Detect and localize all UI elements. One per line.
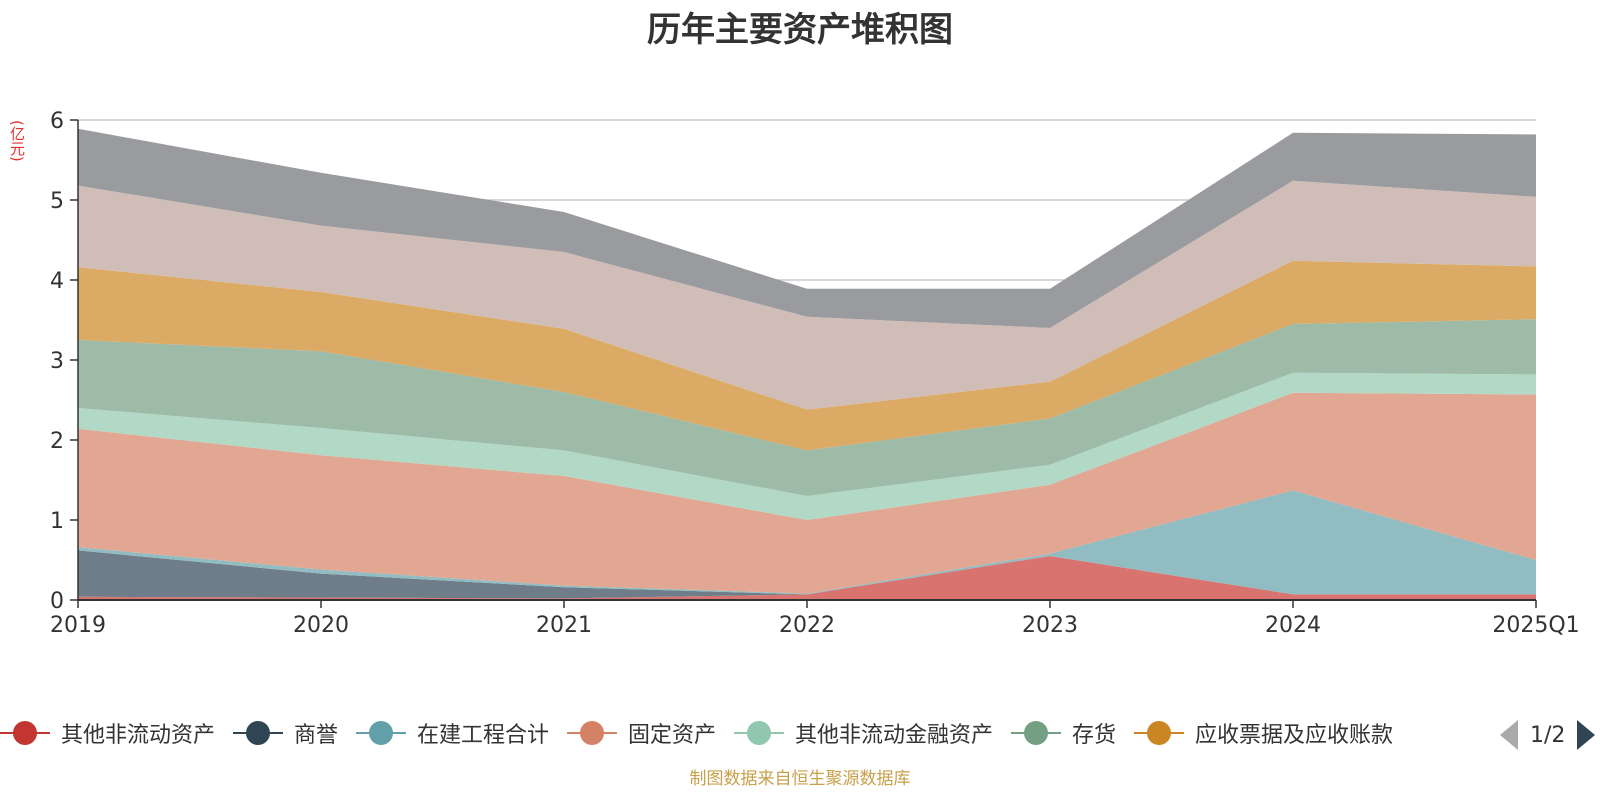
pager-prev-icon[interactable] <box>1500 720 1518 750</box>
axes: 0 1 2 3 4 5 6 2019 2020 2021 2022 2023 2024 2025Q1 <box>50 109 1580 638</box>
area-8 <box>78 180 1536 410</box>
x-tick-label: 2019 <box>50 613 106 638</box>
legend-item[interactable]: 其他非流动资产 <box>0 716 215 750</box>
legend: 其他非流动资产 商誉 在建工程合计 固定资产 其他非流动金融资产 存货 应收票据及应收账款 <box>0 716 1600 750</box>
legend-label: 商誉 <box>294 723 339 748</box>
legend-marker-icon <box>734 716 784 750</box>
legend-marker-icon <box>567 716 617 750</box>
area-2 <box>78 550 1536 599</box>
x-tick-label: 2024 <box>1265 613 1321 638</box>
legend-item[interactable]: 应收票据及应收账款 <box>1134 716 1393 750</box>
y-tick-label: 0 <box>50 589 64 614</box>
y-tick-label: 5 <box>50 189 64 214</box>
y-tick-label: 2 <box>50 429 64 454</box>
y-axis-unit-label: (亿元) <box>8 120 26 162</box>
legend-marker-icon <box>233 716 283 750</box>
legend-label: 固定资产 <box>628 723 717 748</box>
legend-label: 其他非流动资产 <box>61 723 216 748</box>
area-4 <box>78 392 1536 594</box>
area-series <box>78 128 1536 600</box>
legend-pager: 1/2 <box>1500 718 1596 752</box>
x-tick-label: 2025Q1 <box>1492 613 1579 638</box>
legend-marker-icon <box>356 716 406 750</box>
area-1 <box>78 556 1536 600</box>
legend-marker-icon <box>0 716 50 750</box>
x-tick-label: 2020 <box>293 613 349 638</box>
y-tick-label: 6 <box>50 109 64 134</box>
legend-item[interactable]: 商誉 <box>233 716 338 750</box>
legend-label: 其他非流动金融资产 <box>795 723 994 748</box>
legend-item[interactable]: 在建工程合计 <box>356 716 549 750</box>
chart-title: 历年主要资产堆积图 <box>647 10 953 50</box>
legend-label: 存货 <box>1072 723 1117 748</box>
y-tick-label: 1 <box>50 509 64 534</box>
legend-item[interactable]: 存货 <box>1011 716 1116 750</box>
area-7 <box>78 260 1536 451</box>
y-tick-label: 4 <box>50 269 64 294</box>
area-9 <box>78 128 1536 328</box>
legend-item[interactable]: 固定资产 <box>567 716 716 750</box>
x-tick-label: 2023 <box>1022 613 1078 638</box>
x-tick-label: 2022 <box>779 613 835 638</box>
x-tick-label: 2021 <box>536 613 592 638</box>
pager-next-icon[interactable] <box>1577 720 1596 750</box>
y-tick-label: 3 <box>50 349 64 374</box>
area-6 <box>78 319 1536 496</box>
source-note: 制图数据来自恒生聚源数据库 <box>689 769 911 789</box>
legend-marker-icon <box>1134 716 1184 750</box>
legend-marker-icon <box>1011 716 1061 750</box>
legend-label: 应收票据及应收账款 <box>1195 723 1394 748</box>
legend-label: 在建工程合计 <box>417 723 550 748</box>
area-3 <box>78 490 1536 595</box>
pager-text: 1/2 <box>1530 722 1566 748</box>
area-5 <box>78 372 1536 520</box>
legend-item[interactable]: 其他非流动金融资产 <box>734 716 993 750</box>
